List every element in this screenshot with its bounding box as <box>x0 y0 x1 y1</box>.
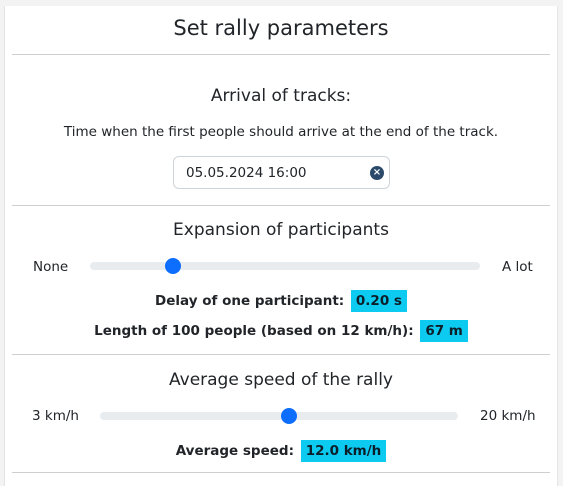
arrival-description: Time when the first people should arrive… <box>63 124 499 140</box>
arrival-datetime-input[interactable]: 05.05.2024 16:00 × <box>173 156 390 189</box>
delay-value-badge: 0.20 s <box>350 290 407 312</box>
arrival-heading: Arrival of tracks: <box>210 86 352 106</box>
page-title: Set rally parameters <box>173 16 389 40</box>
avg-speed-row: Average speed: 12.0 km/h <box>5 440 557 462</box>
speed-min-label: 3 km/h <box>32 408 79 424</box>
arrival-datetime-value: 05.05.2024 16:00 <box>186 165 307 181</box>
length-label: Length of 100 people (based on 12 km/h): <box>94 323 414 339</box>
expansion-slider-thumb[interactable] <box>164 258 181 274</box>
length-value-badge: 67 m <box>420 320 468 342</box>
expansion-min-label: None <box>33 259 69 275</box>
speed-max-label: 20 km/h <box>480 408 536 424</box>
expansion-max-label: A lot <box>502 259 533 275</box>
delay-row: Delay of one participant: 0.20 s <box>5 290 557 312</box>
delay-label: Delay of one participant: <box>155 293 345 309</box>
speed-heading: Average speed of the rally <box>169 370 393 390</box>
speed-slider[interactable] <box>100 408 458 424</box>
divider <box>12 472 550 473</box>
divider <box>12 205 550 206</box>
rally-parameters-card: Set rally parameters Arrival of tracks: … <box>4 6 558 486</box>
avg-speed-label: Average speed: <box>175 443 294 459</box>
expansion-heading: Expansion of participants <box>173 220 389 240</box>
speed-slider-thumb[interactable] <box>281 408 298 424</box>
clear-icon[interactable]: × <box>370 166 384 180</box>
length-row: Length of 100 people (based on 12 km/h):… <box>5 320 557 342</box>
avg-speed-badge: 12.0 km/h <box>300 440 387 462</box>
divider <box>12 354 550 355</box>
divider <box>12 54 550 55</box>
expansion-slider[interactable] <box>90 258 480 274</box>
